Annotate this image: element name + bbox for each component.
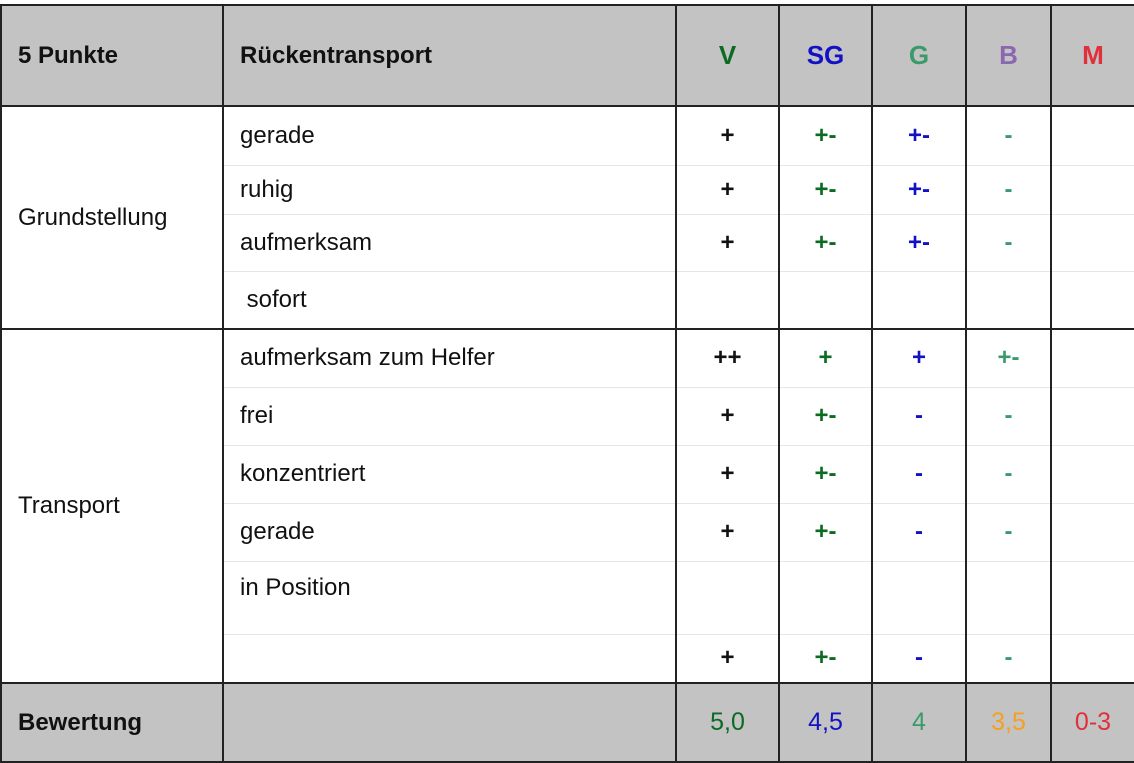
mark-cell: +- — [778, 386, 873, 446]
table-row: ruhig + +- +- - — [1, 164, 1134, 215]
mark-cell — [1050, 213, 1134, 272]
table-row: frei + +- - - — [1, 386, 1134, 446]
mark-cell: +- — [871, 105, 967, 166]
mark-cell: + — [675, 164, 780, 215]
criterion-cell: ruhig — [222, 164, 677, 215]
mark-cell: +- — [778, 164, 873, 215]
mark-cell: - — [871, 502, 967, 562]
mark-cell — [1050, 164, 1134, 215]
mark-cell: +- — [778, 444, 873, 504]
mark-cell: + — [675, 502, 780, 562]
mark-cell: - — [965, 633, 1052, 684]
table-row: Transport aufmerksam zum Helfer ++ + + +- — [0, 328, 1134, 684]
header-row: 5 Punkte Rückentransport V SG G B M — [0, 4, 1134, 107]
rating-table: 5 Punkte Rückentransport V SG G B M Grun… — [0, 4, 1134, 763]
score-cell: 3,5 — [965, 682, 1052, 763]
score-cell: 4,5 — [778, 682, 873, 763]
mark-cell: - — [965, 386, 1052, 446]
table-row: + +- - - — [1, 633, 1134, 684]
criterion-cell — [222, 633, 677, 684]
mark-cell: - — [965, 105, 1052, 166]
criterion-cell: konzentriert — [222, 444, 677, 504]
mark-cell — [1050, 386, 1134, 446]
mark-cell: ++ — [675, 328, 780, 388]
grade-header-g: G — [871, 4, 967, 107]
mark-cell — [675, 560, 780, 635]
mark-cell — [675, 270, 780, 330]
rating-label: Bewertung — [0, 682, 224, 763]
mark-cell: + — [871, 328, 967, 388]
criterion-cell: sofort — [222, 270, 677, 330]
mark-cell: - — [965, 444, 1052, 504]
mark-cell: - — [871, 386, 967, 446]
mark-cell: - — [871, 633, 967, 684]
mark-cell: +- — [778, 502, 873, 562]
mark-cell: - — [871, 444, 967, 504]
mark-cell: +- — [778, 105, 873, 166]
mark-cell: + — [675, 386, 780, 446]
criterion-cell: gerade — [222, 105, 677, 166]
criterion-cell: in Position — [222, 560, 677, 635]
mark-cell: +- — [871, 164, 967, 215]
points-header: 5 Punkte — [0, 4, 224, 107]
grade-header-sg: SG — [778, 4, 873, 107]
table-row: Grundstellung gerade + +- +- - — [0, 105, 1134, 330]
score-cell: 0-3 — [1050, 682, 1134, 763]
mark-cell — [965, 560, 1052, 635]
mark-cell: +- — [871, 213, 967, 272]
mark-cell: + — [675, 444, 780, 504]
exercise-header: Rückentransport — [222, 4, 677, 107]
table-row: sofort — [1, 270, 1134, 330]
mark-cell: +- — [778, 633, 873, 684]
empty-cell — [222, 682, 677, 763]
mark-cell: - — [965, 164, 1052, 215]
score-cell: 5,0 — [675, 682, 780, 763]
mark-cell — [1050, 502, 1134, 562]
criterion-cell: aufmerksam — [222, 213, 677, 272]
mark-cell — [965, 270, 1052, 330]
mark-cell — [871, 270, 967, 330]
mark-cell: + — [675, 633, 780, 684]
criterion-cell: aufmerksam zum Helfer — [222, 328, 677, 388]
mark-cell: - — [965, 213, 1052, 272]
group-label: Transport — [0, 328, 224, 684]
grade-header-m: M — [1050, 4, 1134, 107]
mark-cell: + — [778, 328, 873, 388]
mark-cell — [778, 270, 873, 330]
score-cell: 4 — [871, 682, 967, 763]
mark-cell: +- — [965, 328, 1052, 388]
mark-cell — [1050, 633, 1134, 684]
mark-cell — [1050, 328, 1134, 388]
mark-cell: + — [675, 213, 780, 272]
mark-cell: + — [675, 105, 780, 166]
grade-header-b: B — [965, 4, 1052, 107]
criterion-cell: gerade — [222, 502, 677, 562]
mark-cell: +- — [778, 213, 873, 272]
footer-row: Bewertung 5,0 4,5 4 3,5 0-3 — [0, 682, 1134, 763]
group-label: Grundstellung — [0, 105, 224, 330]
criterion-cell: frei — [222, 386, 677, 446]
mark-cell: - — [965, 502, 1052, 562]
mark-cell — [871, 560, 967, 635]
table-row: konzentriert + +- - - — [1, 444, 1134, 504]
mark-cell — [1050, 105, 1134, 166]
mark-cell — [1050, 444, 1134, 504]
grade-header-v: V — [675, 4, 780, 107]
mark-cell — [1050, 270, 1134, 330]
mark-cell — [778, 560, 873, 635]
table-row: aufmerksam + +- +- - — [1, 213, 1134, 272]
mark-cell — [1050, 560, 1134, 635]
